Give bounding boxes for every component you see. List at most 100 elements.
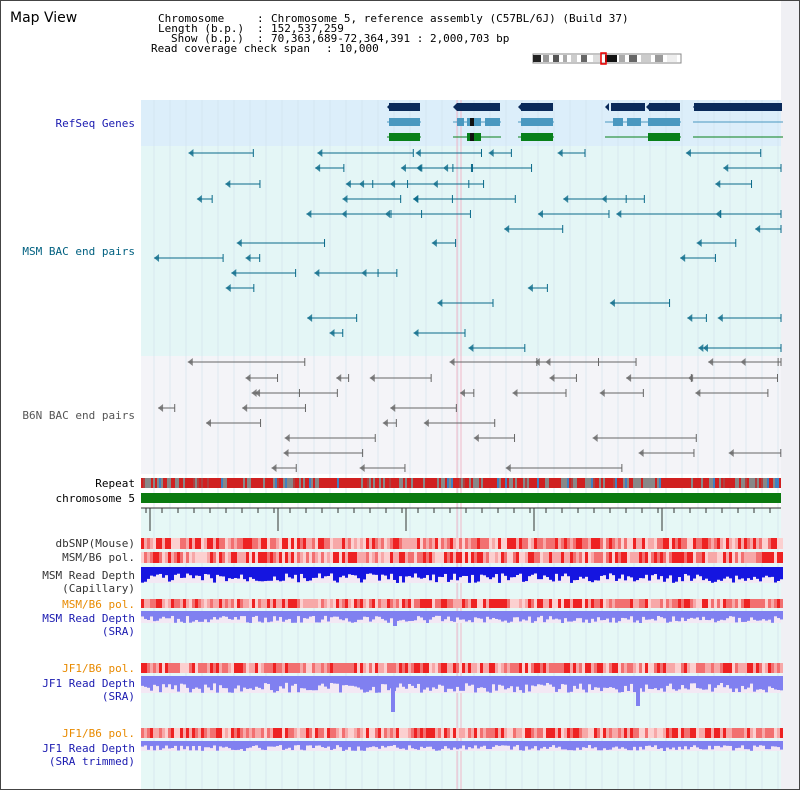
msm-b6-pol-2-strip — [561, 599, 564, 608]
msm-depth-sra-bar — [576, 611, 579, 619]
dbsnp-strip — [318, 538, 321, 549]
msm-b6-pol-strip — [189, 552, 192, 563]
jf1-depth-trimmed-bar — [303, 741, 306, 751]
jf1-depth-sra-bar — [183, 676, 186, 685]
track-label-jf1-b6-pol-2[interactable]: JF1/B6 pol. — [62, 727, 135, 740]
jf1-b6-pol-2-strip — [390, 728, 393, 738]
repeat-segment — [773, 478, 775, 488]
repeat-segment — [707, 478, 709, 488]
msm-depth-sra-bar — [693, 611, 696, 619]
repeat-segment — [759, 478, 761, 488]
track-label-jf1-depth-trimmed[interactable]: JF1 Read Depth — [42, 742, 135, 755]
msm-depth-sra-bar — [378, 611, 381, 617]
dbsnp-strip — [297, 538, 300, 549]
jf1-b6-pol-strip — [384, 663, 387, 673]
repeat-segment — [653, 478, 655, 488]
repeat-segment — [241, 478, 243, 488]
jf1-b6-pol-2-strip — [696, 728, 699, 738]
msm-b6-pol-strip — [723, 552, 726, 563]
msm-b6-pol-2-strip — [522, 599, 525, 608]
repeat-segment — [423, 478, 425, 488]
track-label-b6n-bac[interactable]: B6N BAC end pairs — [22, 409, 135, 422]
msm-bac-pair-end — [616, 210, 622, 218]
jf1-b6-pol-2-strip — [642, 728, 645, 738]
jf1-b6-pol-2-strip — [363, 728, 366, 738]
msm-bac-pair-end — [345, 180, 351, 188]
msm-depth-sra-bar — [459, 611, 462, 620]
track-label-jf1-depth-sra[interactable]: JF1 Read Depth — [42, 677, 135, 690]
jf1-b6-pol-2-strip — [495, 728, 498, 738]
track-label-dbsnp[interactable]: dbSNP(Mouse) — [55, 537, 135, 550]
jf1-b6-pol-2-strip — [552, 728, 555, 738]
jf1-b6-pol-2-strip — [588, 728, 591, 738]
msm-b6-pol-strip — [255, 552, 258, 563]
jf1-b6-pol-strip — [183, 663, 186, 673]
jf1-depth-trimmed-bar — [198, 741, 201, 746]
repeat-segment — [409, 478, 411, 488]
jf1-depth-trimmed-bar — [282, 741, 285, 750]
msm-depth-sra-bar — [462, 611, 465, 620]
msm-b6-pol-strip — [525, 552, 528, 563]
msm-depth-sra-bar — [498, 611, 501, 620]
msm-depth-capillary-bar — [390, 567, 393, 574]
repeat-segment — [311, 478, 313, 488]
msm-b6-pol-strip — [333, 552, 336, 563]
msm-b6-pol-strip — [312, 552, 315, 563]
jf1-b6-pol-2-strip — [240, 728, 243, 738]
track-label-refseq-genes[interactable]: RefSeq Genes — [55, 117, 135, 130]
msm-bac-pair-end — [723, 164, 729, 172]
msm-b6-pol-2-strip — [444, 599, 447, 608]
jf1-b6-pol-2-strip — [606, 728, 609, 738]
jf1-b6-pol-2-strip — [177, 728, 180, 738]
jf1-depth-trimmed-bar — [342, 741, 345, 751]
msm-b6-pol-2-strip — [570, 599, 573, 608]
track-label-jf1-b6-pol[interactable]: JF1/B6 pol. — [62, 662, 135, 675]
dbsnp-strip — [423, 538, 426, 549]
msm-depth-sra-bar — [237, 611, 240, 620]
msm-depth-capillary-bar — [717, 567, 720, 580]
jf1-depth-sra-bar — [687, 676, 690, 690]
jf1-depth-sra-bar — [612, 676, 615, 688]
track-label-msm-b6-pol[interactable]: MSM/B6 pol. — [62, 551, 135, 564]
jf1-depth-sra-bar — [288, 676, 291, 693]
repeat-segment — [253, 478, 255, 488]
msm-depth-sra-bar — [657, 611, 660, 616]
jf1-b6-pol-strip — [594, 663, 597, 673]
track-label-msm-b6-pol-2[interactable]: MSM/B6 pol. — [62, 598, 135, 611]
msm-depth-sra-bar — [390, 611, 393, 619]
track-label-msm-depth-capillary[interactable]: MSM Read Depth — [42, 569, 135, 582]
dbsnp-strip — [345, 538, 348, 549]
msm-depth-capillary-bar — [552, 567, 555, 582]
jf1-depth-sra-bar — [489, 676, 492, 693]
jf1-depth-trimmed-bar — [225, 741, 228, 747]
msm-depth-sra-bar — [543, 611, 546, 623]
track-label-msm-depth-sra[interactable]: MSM Read Depth — [42, 612, 135, 625]
msm-b6-pol-strip — [618, 552, 621, 563]
msm-b6-pol-2-strip — [738, 599, 741, 608]
msm-depth-sra-bar — [702, 611, 705, 617]
jf1-b6-pol-strip — [369, 663, 372, 673]
jf1-depth-trimmed-bar — [756, 741, 759, 747]
jf1-depth-trimmed-bar — [753, 741, 756, 746]
msm-depth-sra-bar — [765, 611, 768, 621]
dbsnp-strip — [444, 538, 447, 549]
repeat-segment — [429, 478, 431, 488]
jf1-b6-pol-strip — [288, 663, 291, 673]
jf1-depth-trimmed-bar — [273, 741, 276, 747]
jf1-b6-pol-2-strip — [144, 728, 147, 738]
jf1-depth-trimmed-bar — [309, 741, 312, 746]
msm-b6-pol-strip — [222, 552, 225, 563]
msm-b6-pol-2-strip — [210, 599, 213, 608]
jf1-depth-trimmed-bar — [534, 741, 537, 747]
msm-depth-capillary-bar — [564, 567, 567, 574]
jf1-b6-pol-strip — [585, 663, 588, 673]
track-label-msm-bac[interactable]: MSM BAC end pairs — [22, 245, 135, 258]
msm-depth-capillary-bar — [309, 567, 312, 581]
jf1-depth-sra-bar — [552, 676, 555, 687]
msm-depth-sra-bar — [756, 611, 759, 621]
jf1-depth-sra-bar — [549, 676, 552, 685]
jf1-depth-sra-bar — [276, 676, 279, 692]
msm-depth-capillary-bar — [165, 567, 168, 576]
dbsnp-strip — [543, 538, 546, 549]
